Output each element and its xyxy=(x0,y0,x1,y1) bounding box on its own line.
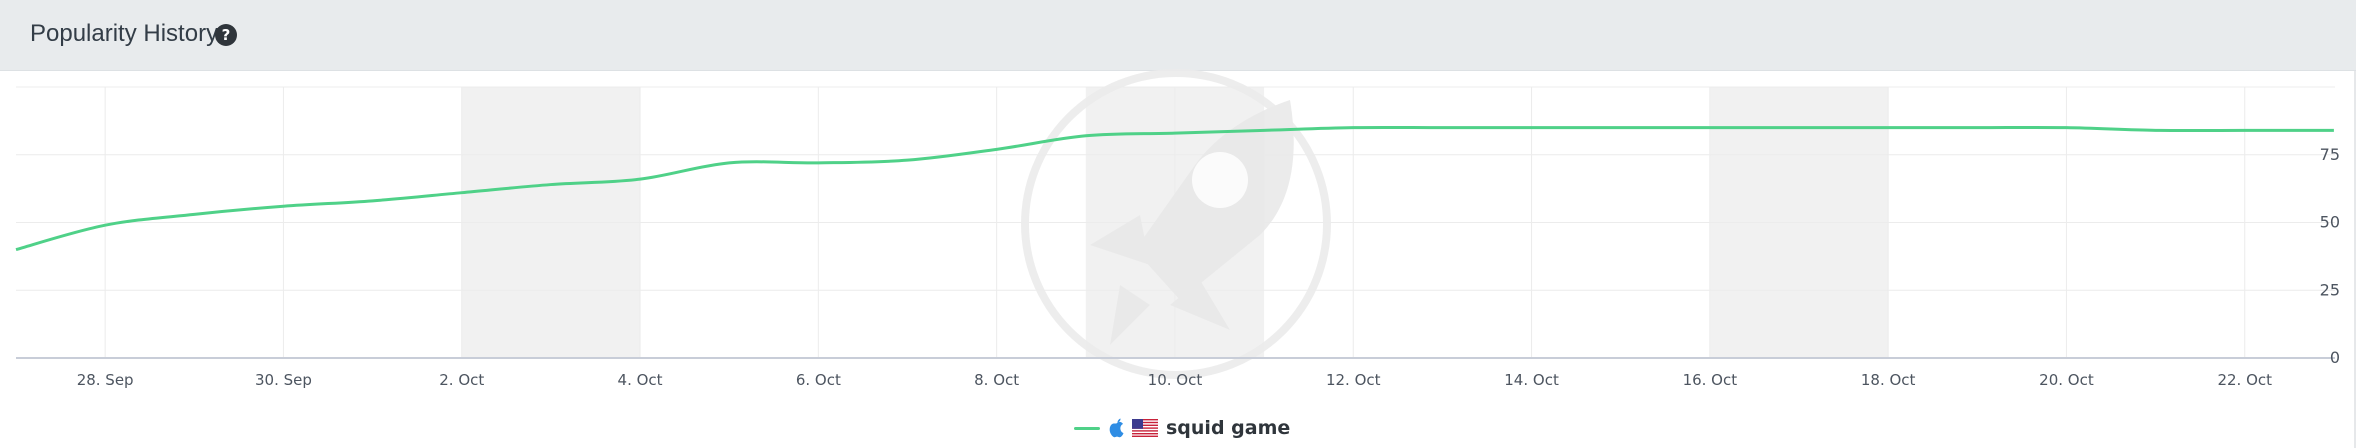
x-tick-label: 8. Oct xyxy=(974,371,1019,389)
x-tick-label: 28. Sep xyxy=(77,371,134,389)
apple-icon xyxy=(1109,418,1124,438)
y-tick-label: 0 xyxy=(2330,348,2340,367)
legend-label: squid game xyxy=(1166,417,1291,439)
y-tick-label: 25 xyxy=(2320,280,2340,299)
x-tick-label: 30. Sep xyxy=(255,371,312,389)
x-tick-label: 4. Oct xyxy=(618,371,663,389)
chart-legend[interactable]: squid game xyxy=(1074,416,1290,440)
x-tick-label: 10. Oct xyxy=(1148,371,1203,389)
x-tick-label: 14. Oct xyxy=(1504,371,1559,389)
x-tick-label: 12. Oct xyxy=(1326,371,1381,389)
y-tick-label: 50 xyxy=(2320,213,2340,232)
x-tick-label: 2. Oct xyxy=(439,371,484,389)
x-tick-label: 16. Oct xyxy=(1683,371,1738,389)
y-tick-label: 75 xyxy=(2320,145,2340,164)
question-circle-icon[interactable]: ? xyxy=(215,24,237,46)
series-line-squid-game xyxy=(15,125,2334,252)
card-title: Popularity History xyxy=(30,20,219,47)
x-tick-label: 20. Oct xyxy=(2039,371,2094,389)
x-tick-label: 6. Oct xyxy=(796,371,841,389)
x-tick-label: 18. Oct xyxy=(1861,371,1916,389)
card-header: Popularity History ? xyxy=(0,0,2356,71)
legend-line-swatch xyxy=(1074,426,1100,430)
rocket-icon xyxy=(1021,69,1331,379)
x-tick-label: 22. Oct xyxy=(2217,371,2272,389)
us-flag-icon xyxy=(1132,419,1158,437)
